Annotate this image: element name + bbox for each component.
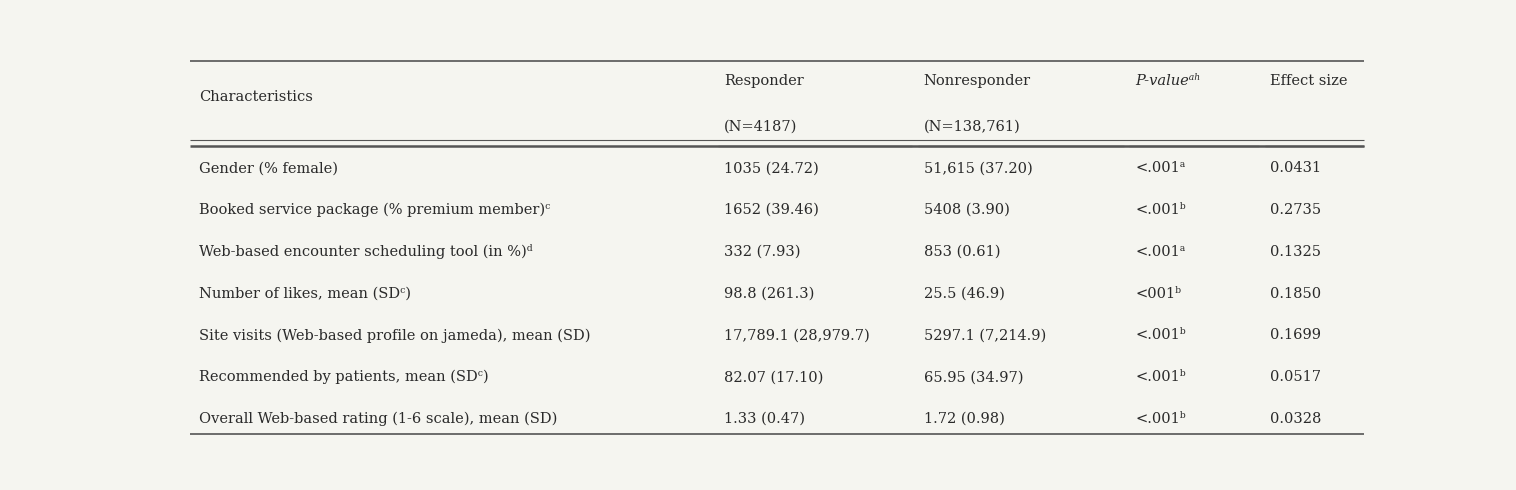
Text: Booked service package (% premium member)ᶜ: Booked service package (% premium member… bbox=[199, 203, 550, 217]
Text: Number of likes, mean (SDᶜ): Number of likes, mean (SDᶜ) bbox=[199, 287, 411, 301]
Text: 82.07 (17.10): 82.07 (17.10) bbox=[725, 370, 823, 384]
Text: 25.5 (46.9): 25.5 (46.9) bbox=[923, 287, 1005, 301]
Text: 1.72 (0.98): 1.72 (0.98) bbox=[923, 412, 1005, 426]
Text: Nonresponder: Nonresponder bbox=[923, 74, 1031, 88]
Text: Recommended by patients, mean (SDᶜ): Recommended by patients, mean (SDᶜ) bbox=[199, 370, 488, 385]
Text: (N=4187): (N=4187) bbox=[725, 119, 797, 133]
Text: 5408 (3.90): 5408 (3.90) bbox=[923, 203, 1010, 217]
Text: (N=138,761): (N=138,761) bbox=[923, 119, 1020, 133]
Text: 0.1699: 0.1699 bbox=[1270, 328, 1322, 343]
Text: 0.0517: 0.0517 bbox=[1270, 370, 1322, 384]
Text: 51,615 (37.20): 51,615 (37.20) bbox=[923, 161, 1032, 175]
Text: 0.0431: 0.0431 bbox=[1270, 161, 1322, 175]
Text: 98.8 (261.3): 98.8 (261.3) bbox=[725, 287, 814, 301]
Text: 853 (0.61): 853 (0.61) bbox=[923, 245, 1001, 259]
Text: <.001ᵇ: <.001ᵇ bbox=[1135, 203, 1186, 217]
Text: 0.2735: 0.2735 bbox=[1270, 203, 1322, 217]
Text: 5297.1 (7,214.9): 5297.1 (7,214.9) bbox=[923, 328, 1046, 343]
Text: <.001ᵇ: <.001ᵇ bbox=[1135, 370, 1186, 384]
Text: Responder: Responder bbox=[725, 74, 803, 88]
Text: <.001ᵃ: <.001ᵃ bbox=[1135, 245, 1186, 259]
Text: 1035 (24.72): 1035 (24.72) bbox=[725, 161, 819, 175]
Text: Site visits (Web-based profile on jameda), mean (SD): Site visits (Web-based profile on jameda… bbox=[199, 328, 590, 343]
Text: Effect size: Effect size bbox=[1270, 74, 1348, 88]
Text: <.001ᵇ: <.001ᵇ bbox=[1135, 328, 1186, 343]
Text: Gender (% female): Gender (% female) bbox=[199, 161, 338, 175]
Text: Web-based encounter scheduling tool (in %)ᵈ: Web-based encounter scheduling tool (in … bbox=[199, 245, 532, 259]
Text: Characteristics: Characteristics bbox=[199, 90, 312, 103]
Text: 65.95 (34.97): 65.95 (34.97) bbox=[923, 370, 1023, 384]
Text: Overall Web-based rating (1-6 scale), mean (SD): Overall Web-based rating (1-6 scale), me… bbox=[199, 412, 558, 426]
Text: 1652 (39.46): 1652 (39.46) bbox=[725, 203, 819, 217]
Text: 0.1325: 0.1325 bbox=[1270, 245, 1322, 259]
Text: <001ᵇ: <001ᵇ bbox=[1135, 287, 1181, 301]
Text: 0.0328: 0.0328 bbox=[1270, 412, 1322, 426]
Text: 1.33 (0.47): 1.33 (0.47) bbox=[725, 412, 805, 426]
Text: <.001ᵃ: <.001ᵃ bbox=[1135, 161, 1186, 175]
Text: <.001ᵇ: <.001ᵇ bbox=[1135, 412, 1186, 426]
Text: P-valueᵃʰ: P-valueᵃʰ bbox=[1135, 74, 1201, 88]
Text: 332 (7.93): 332 (7.93) bbox=[725, 245, 800, 259]
Text: 0.1850: 0.1850 bbox=[1270, 287, 1322, 301]
Text: 17,789.1 (28,979.7): 17,789.1 (28,979.7) bbox=[725, 328, 870, 343]
